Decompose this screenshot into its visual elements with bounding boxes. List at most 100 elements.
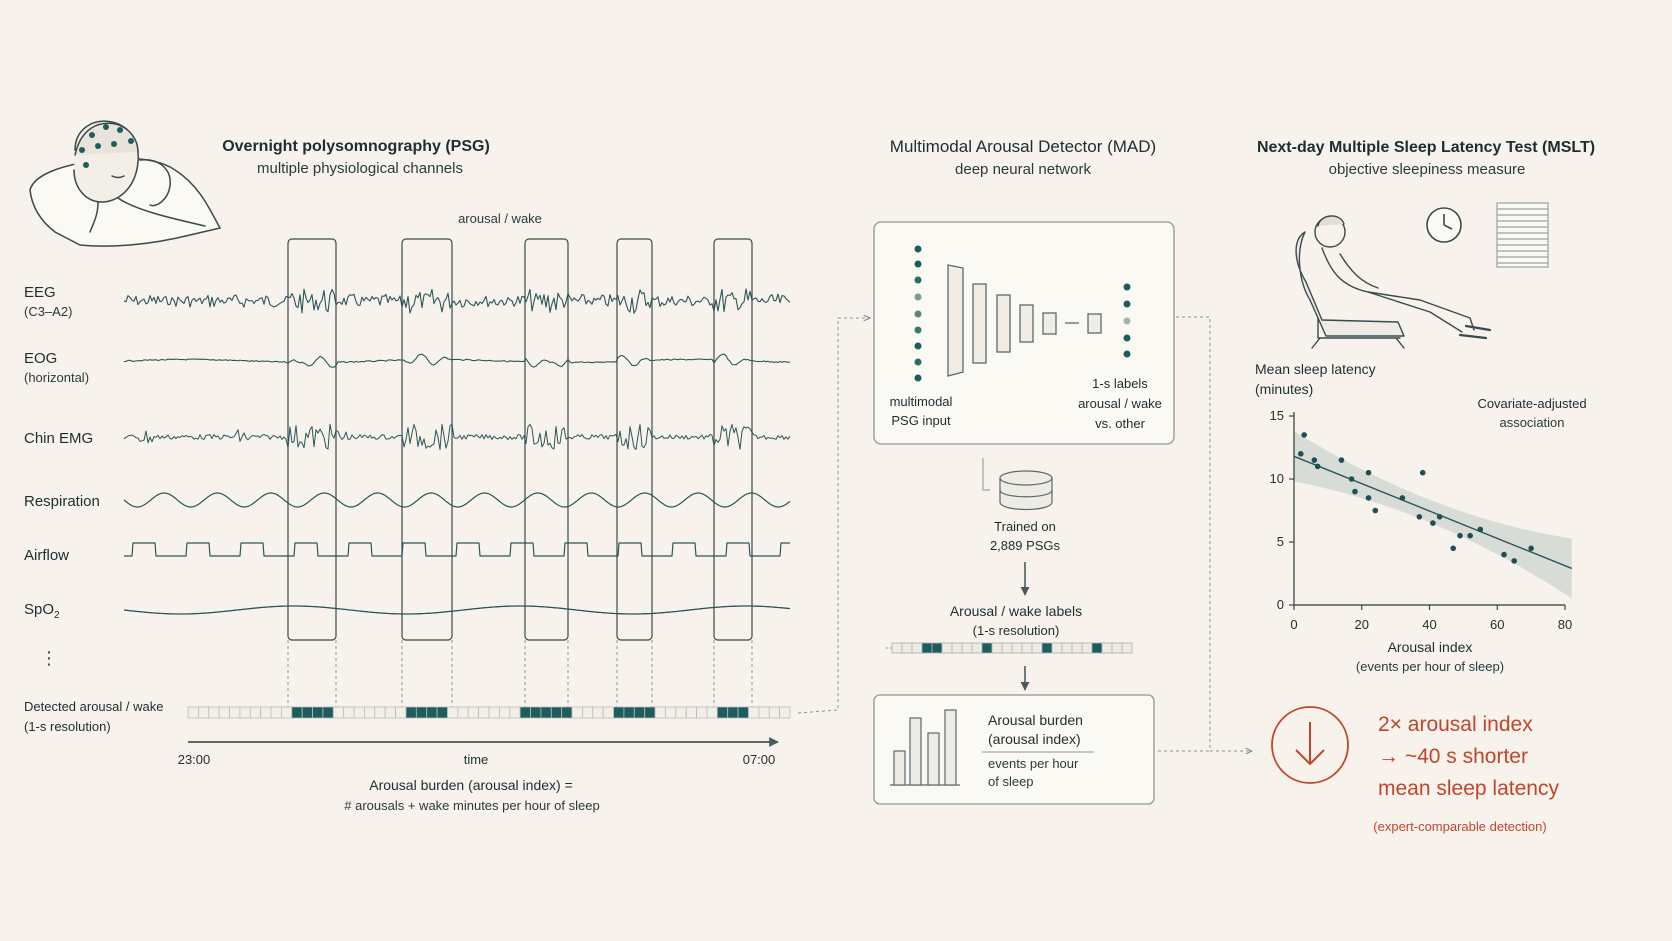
burden-box-desc-1: events per hour [988,756,1079,771]
channel-detail-eog: (horizontal) [24,370,89,385]
detected-segment [457,706,469,719]
chart-ylabel: Mean sleep latency [1255,361,1376,377]
psg-title: Overnight polysomnography (PSG) [222,138,490,155]
detected-resolution-label: (1-s resolution) [24,719,111,734]
detected-segment [779,706,791,719]
detected-segment [665,706,677,719]
mad-label-segment [1111,642,1123,654]
detected-segment [280,706,293,719]
psg-subtitle: multiple physiological channels [257,160,463,177]
clock-icon [1426,207,1462,243]
mad-label-segment [991,642,1003,654]
eog-trace [123,353,791,368]
detected-segment [623,706,635,719]
y-tick-label: 10 [1270,471,1284,486]
detected-segment [218,706,230,719]
detected-segment [613,706,625,719]
mslt-panel: Next-day Multiple Sleep Latency Test (MS… [1255,139,1595,834]
respiration-trace [123,492,791,508]
detected-segment [582,706,594,719]
detected-segment [447,706,459,719]
burden-formula-detail: # arousals + wake minutes per hour of sl… [344,798,599,813]
input-label-line1: multimodal [890,394,953,409]
detected-segment [561,706,573,719]
scatter-point [1365,495,1372,501]
detected-segment [291,706,303,719]
detected-segment [322,706,334,719]
y-tick-label: 0 [1277,597,1284,612]
scatter-point [1314,463,1321,470]
detected-segment [633,706,646,719]
mad-label-segment [1041,642,1053,654]
result-line-3: mean sleep latency [1378,777,1559,800]
scatter-point [1352,488,1358,495]
detected-segment [540,706,552,719]
detected-segment [716,706,729,719]
channel-label-spo2: SpO2 [24,601,60,621]
time-end-label: 07:00 [743,752,776,767]
detected-segment [592,706,604,719]
detected-segment [260,706,272,719]
burden-box-title-1: Arousal burden [988,712,1083,728]
detected-segment [644,706,656,719]
detected-segment [229,706,241,719]
mad-label-segment [911,642,923,654]
detected-segment [602,706,615,719]
burden-box [873,694,1155,805]
detected-segment [696,706,708,719]
mad-label-segment [961,642,973,654]
mad-title: Multimodal Arousal Detector (MAD) [890,137,1156,156]
detected-segment [685,706,698,719]
chart-annotation-2: association [1499,415,1564,430]
channel-label-airflow: Airflow [24,547,69,564]
arousal-window-box [713,238,753,641]
output-nodes [1123,283,1131,358]
mad-label-segment [931,642,943,654]
mslt-title: Next-day Multiple Sleep Latency Test (MS… [1257,139,1595,156]
trained-on-label: Trained on [994,519,1056,534]
detected-segment [436,706,448,719]
mad-subtitle: deep neural network [955,161,1091,178]
mad-label-segment [1091,642,1103,654]
labels-title: Arousal / wake labels [950,603,1082,619]
channel-label-chin-emg: Chin EMG [24,430,93,447]
detected-segment [208,706,220,719]
window-blinds-icon [1496,202,1549,268]
detected-segment [748,706,760,719]
detected-segment [301,706,314,719]
mslt-subtitle: objective sleepiness measure [1329,161,1526,178]
channel-label-eog: EOG [24,350,57,367]
output-label-line2: arousal / wake [1078,396,1162,411]
mad-label-segment [891,642,903,654]
detected-segment [571,706,583,719]
scatter-point [1450,545,1457,552]
sleeping-patient-icon [29,120,222,247]
input-label-line2: PSG input [891,413,951,428]
detected-segment [498,706,511,719]
detected-segment [737,706,749,719]
detected-segment [727,706,739,719]
detected-segment [197,706,210,719]
detected-segment [467,706,480,719]
chart-xlabel: Arousal index [1388,639,1473,655]
x-tick-label: 40 [1422,617,1436,632]
detected-segment [768,706,781,719]
mad-label-segment [1001,642,1013,654]
down-arrow-circle [1271,706,1349,784]
scatter-point [1372,507,1379,514]
detected-segment [270,706,282,719]
detected-segment [675,706,687,719]
scatter-point [1338,457,1345,463]
scatter-point [1301,432,1307,438]
result-line-2: → ~40 s shorter [1378,745,1528,768]
time-start-label: 23:00 [178,752,211,767]
mad-label-segment [1121,642,1133,654]
detected-segment [530,706,542,719]
trained-count-label: 2,889 PSGs [990,538,1061,553]
mad-label-segment [1081,642,1093,654]
detected-segment [550,706,563,719]
down-arrow-head [1295,749,1325,766]
network-layers [947,264,1102,377]
latency-scatter-chart: Mean sleep latency (minutes) Covariate-a… [1255,361,1587,674]
scatter-point [1419,469,1426,476]
